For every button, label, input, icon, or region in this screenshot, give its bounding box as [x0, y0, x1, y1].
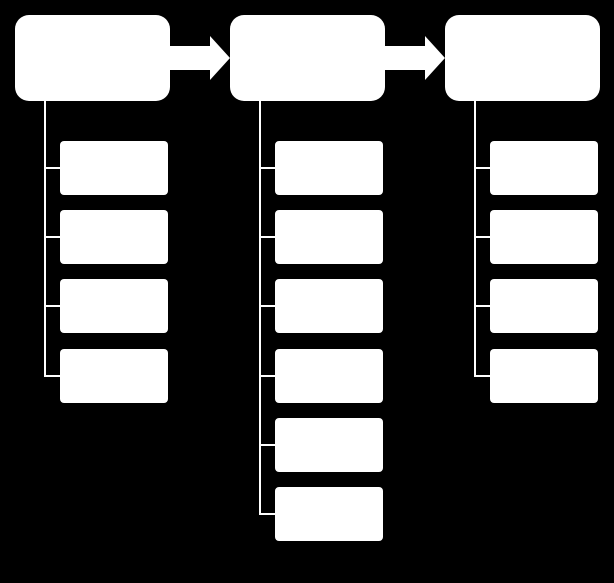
connector-horizontal-3-4	[474, 375, 490, 377]
column-header-3	[445, 15, 600, 101]
connector-vertical-1	[44, 101, 46, 377]
child-box-1-2	[60, 210, 168, 264]
child-box-2-1	[275, 141, 383, 195]
connector-horizontal-1-1	[44, 167, 60, 169]
column-header-2	[230, 15, 385, 101]
arrow-shaft-2	[385, 46, 425, 70]
child-box-2-5	[275, 418, 383, 472]
connector-vertical-2	[259, 101, 261, 515]
connector-horizontal-1-2	[44, 236, 60, 238]
connector-horizontal-1-4	[44, 375, 60, 377]
connector-horizontal-2-5	[259, 444, 275, 446]
connector-horizontal-2-2	[259, 236, 275, 238]
child-box-1-1	[60, 141, 168, 195]
child-box-2-3	[275, 279, 383, 333]
connector-horizontal-3-2	[474, 236, 490, 238]
child-box-3-4	[490, 349, 598, 403]
connector-horizontal-2-3	[259, 305, 275, 307]
connector-horizontal-1-3	[44, 305, 60, 307]
connector-horizontal-2-6	[259, 513, 275, 515]
arrow-shaft-1	[170, 46, 210, 70]
arrow-head-1	[210, 36, 230, 80]
child-box-1-3	[60, 279, 168, 333]
child-box-2-2	[275, 210, 383, 264]
connector-horizontal-2-4	[259, 375, 275, 377]
connector-horizontal-3-1	[474, 167, 490, 169]
column-header-1	[15, 15, 170, 101]
child-box-2-6	[275, 487, 383, 541]
child-box-3-2	[490, 210, 598, 264]
child-box-3-1	[490, 141, 598, 195]
connector-vertical-3	[474, 101, 476, 377]
connector-horizontal-3-3	[474, 305, 490, 307]
connector-horizontal-2-1	[259, 167, 275, 169]
child-box-1-4	[60, 349, 168, 403]
child-box-2-4	[275, 349, 383, 403]
arrow-head-2	[425, 36, 445, 80]
child-box-3-3	[490, 279, 598, 333]
